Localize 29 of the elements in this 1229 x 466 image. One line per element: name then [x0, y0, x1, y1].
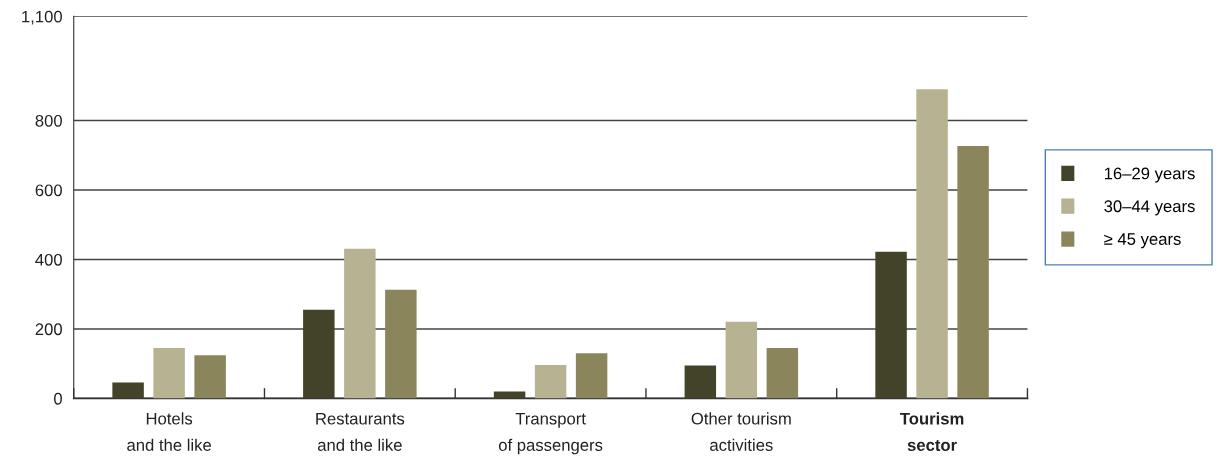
x-tick-label: Other tourism activities [691, 412, 791, 451]
bar [875, 251, 907, 399]
y-tick-label: 1,100 [22, 10, 62, 25]
bar [385, 289, 417, 399]
bar [766, 348, 799, 399]
bar [303, 309, 335, 399]
y-tick-label: 0 [54, 392, 62, 405]
x-tick-label: Transport of passengers [498, 412, 603, 455]
bar [957, 145, 989, 399]
bar [493, 391, 526, 399]
x-tick-label: Tourism sector [900, 412, 964, 451]
y-tick-label: 400 [35, 253, 62, 266]
bar [194, 355, 226, 399]
x-tick-label: Restaurants and the like [316, 412, 405, 451]
bar [684, 365, 717, 399]
bar [916, 89, 948, 399]
legend-label: 16–29 years [1104, 167, 1195, 183]
legend-label: 30–44 years [1104, 200, 1195, 216]
y-tick-label: 800 [35, 114, 62, 127]
legend-label: ≥ 45 years [1104, 233, 1181, 249]
bar [575, 353, 608, 399]
bar [344, 248, 376, 399]
bar [112, 382, 144, 399]
y-tick-label: 200 [35, 323, 62, 336]
x-tick-label: Hotels and the like [127, 412, 211, 451]
y-tick-label: 600 [35, 184, 62, 197]
bar [153, 348, 185, 399]
bar [534, 365, 567, 399]
bar [725, 321, 758, 399]
